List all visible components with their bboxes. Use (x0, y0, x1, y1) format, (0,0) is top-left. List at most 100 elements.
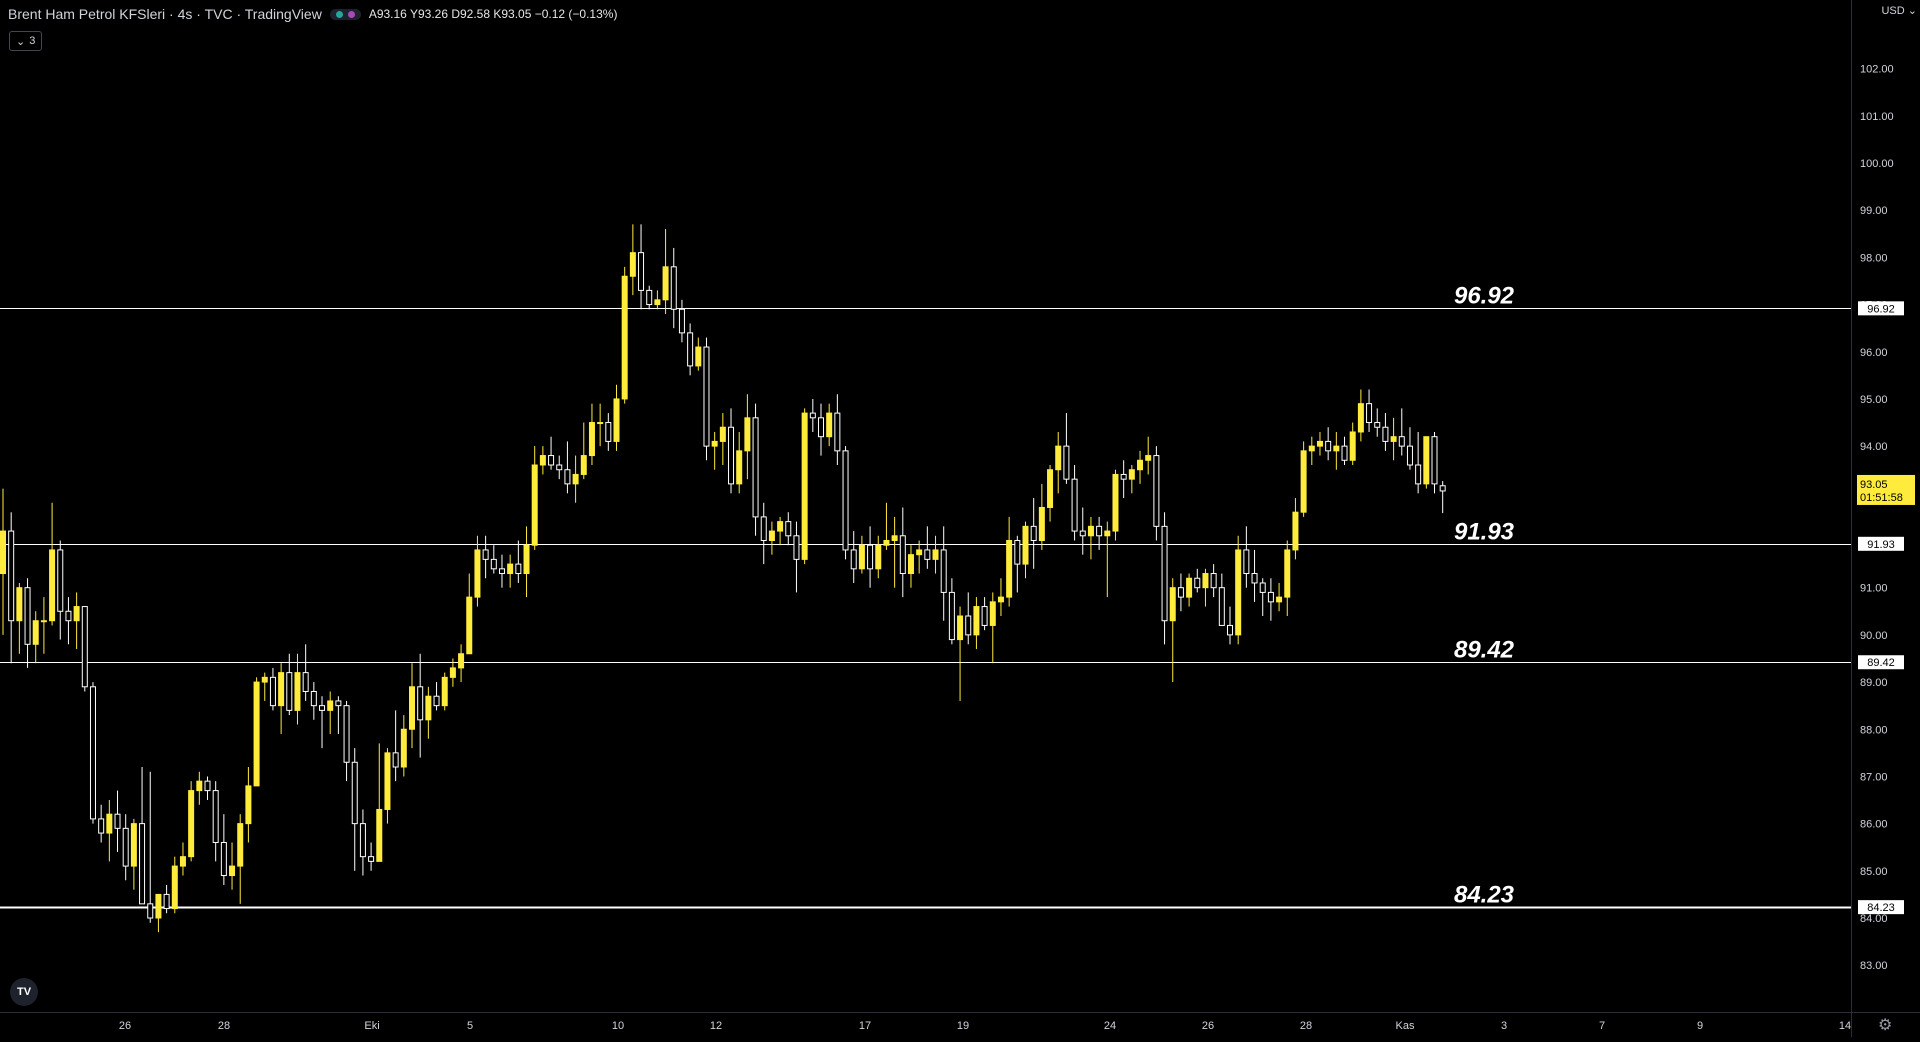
candle-body (229, 865, 236, 877)
candle-body (220, 842, 227, 877)
candle-body (1382, 426, 1389, 442)
price-tick-label: 101.00 (1860, 111, 1894, 123)
candle-body (351, 761, 358, 825)
price-tick-label: 84.00 (1860, 913, 1888, 925)
candle-body (687, 332, 694, 367)
price-scale[interactable]: USD ⌄ 102.00101.00100.0099.0098.0097.009… (1851, 0, 1920, 1012)
candle-body (1439, 485, 1446, 492)
candle-body (65, 610, 72, 622)
candle-body (425, 695, 432, 721)
candle-body (1030, 525, 1037, 541)
candle-body (261, 676, 268, 683)
candle-body (777, 521, 784, 532)
indicator-count: 3 (29, 35, 36, 47)
time-tick-label: 26 (1202, 1020, 1214, 1032)
candle-body (1063, 445, 1070, 480)
candle-body (654, 299, 661, 306)
candle-body (171, 865, 178, 910)
candle-body (907, 554, 914, 575)
candle-body (237, 823, 244, 867)
countdown-label: 01:51:58 (1860, 492, 1903, 504)
candle-body (875, 544, 882, 570)
time-tick-label: Eki (364, 1020, 379, 1032)
candle-body (409, 686, 415, 730)
candle-body (899, 535, 906, 575)
candle-body (826, 412, 833, 438)
candle-body (49, 549, 56, 622)
line-price-tag-label: 91.93 (1867, 539, 1895, 551)
candle-body (858, 544, 865, 570)
price-tick-label: 83.00 (1860, 960, 1888, 972)
candle-body (891, 535, 898, 541)
candle-body (818, 417, 824, 438)
candle-body (441, 676, 448, 707)
candle-body (1308, 445, 1315, 452)
indicators-toggle-button[interactable]: ⌄ 3 (9, 31, 43, 51)
chart-pane[interactable]: 96.92 91.93 89.42 84.23 Brent Ham Petrol KF… (0, 0, 1851, 1012)
candle-body (368, 856, 375, 862)
price-tick-label: 95.00 (1860, 394, 1888, 406)
time-tick-label: 24 (1104, 1020, 1116, 1032)
candle-body (392, 752, 399, 768)
candle-body (179, 856, 186, 867)
candle-body (466, 596, 473, 655)
candle-body (793, 535, 800, 560)
candle-body (539, 455, 546, 466)
gear-icon[interactable]: ⚙ (1878, 1017, 1893, 1034)
candle-body (0, 530, 6, 575)
candle-body (1349, 431, 1356, 461)
candle-body (1227, 624, 1233, 636)
price-tick-label: 96.00 (1860, 347, 1888, 359)
candle-body (482, 549, 489, 560)
candle-body (73, 606, 80, 622)
time-scale[interactable]: 26 28 Eki 5 10 12 17 19 24 26 28 Kas 3 7 9 14 (0, 1012, 1851, 1037)
candle-body (1202, 573, 1209, 589)
candle-body (286, 672, 293, 711)
chart-settings-corner: ⚙ (1851, 1012, 1920, 1037)
candle-body (359, 823, 366, 858)
candle-body (752, 417, 759, 518)
price-tick-label: 90.00 (1860, 630, 1888, 642)
candle-body (1038, 506, 1045, 541)
candle-body (1251, 573, 1258, 584)
candle-body (474, 549, 481, 598)
candle-body (1104, 530, 1111, 537)
time-tick-label: 10 (612, 1020, 624, 1032)
time-tick-label: 5 (467, 1020, 473, 1032)
candle-body (1186, 577, 1193, 598)
candle-body (130, 823, 137, 867)
candle-body (188, 790, 195, 858)
currency-selector[interactable]: USD ⌄ (1881, 5, 1917, 17)
candle-body (32, 620, 39, 645)
candle-body (400, 728, 407, 768)
market-open-icon (335, 10, 343, 18)
price-tick-label: 85.00 (1860, 866, 1888, 878)
symbol-title[interactable]: Brent Ham Petrol KFSleri · 4s · TVC · Tr… (8, 6, 322, 22)
candle-body (989, 601, 996, 626)
chevron-down-icon: ⌄ (16, 35, 26, 48)
candle-body (940, 549, 947, 593)
candle-body (433, 695, 440, 707)
time-tick-label: Kas (1396, 1020, 1415, 1032)
candle-body (1284, 549, 1291, 598)
candle-body (1243, 549, 1250, 575)
candle-body (728, 426, 735, 485)
time-tick-label: 28 (218, 1020, 230, 1032)
tradingview-logo-icon[interactable]: TV (10, 978, 38, 1006)
candle-body (531, 464, 538, 546)
candle-body (1259, 582, 1266, 593)
candle-body (1145, 455, 1152, 461)
candle-body (1357, 403, 1364, 433)
candle-body (81, 606, 88, 688)
candle-body (196, 780, 203, 792)
market-status[interactable] (329, 8, 361, 20)
candle-body (327, 700, 334, 711)
time-tick-label: 14 (1839, 1020, 1851, 1032)
candlestick-chart[interactable]: 96.92 91.93 89.42 84.23 (0, 0, 1851, 1012)
candle-body (597, 422, 604, 425)
candle-body (867, 544, 874, 570)
candle-body (548, 455, 555, 466)
candle-body (638, 252, 645, 291)
candle-body (114, 813, 121, 829)
line-price-tag (1858, 301, 1904, 316)
